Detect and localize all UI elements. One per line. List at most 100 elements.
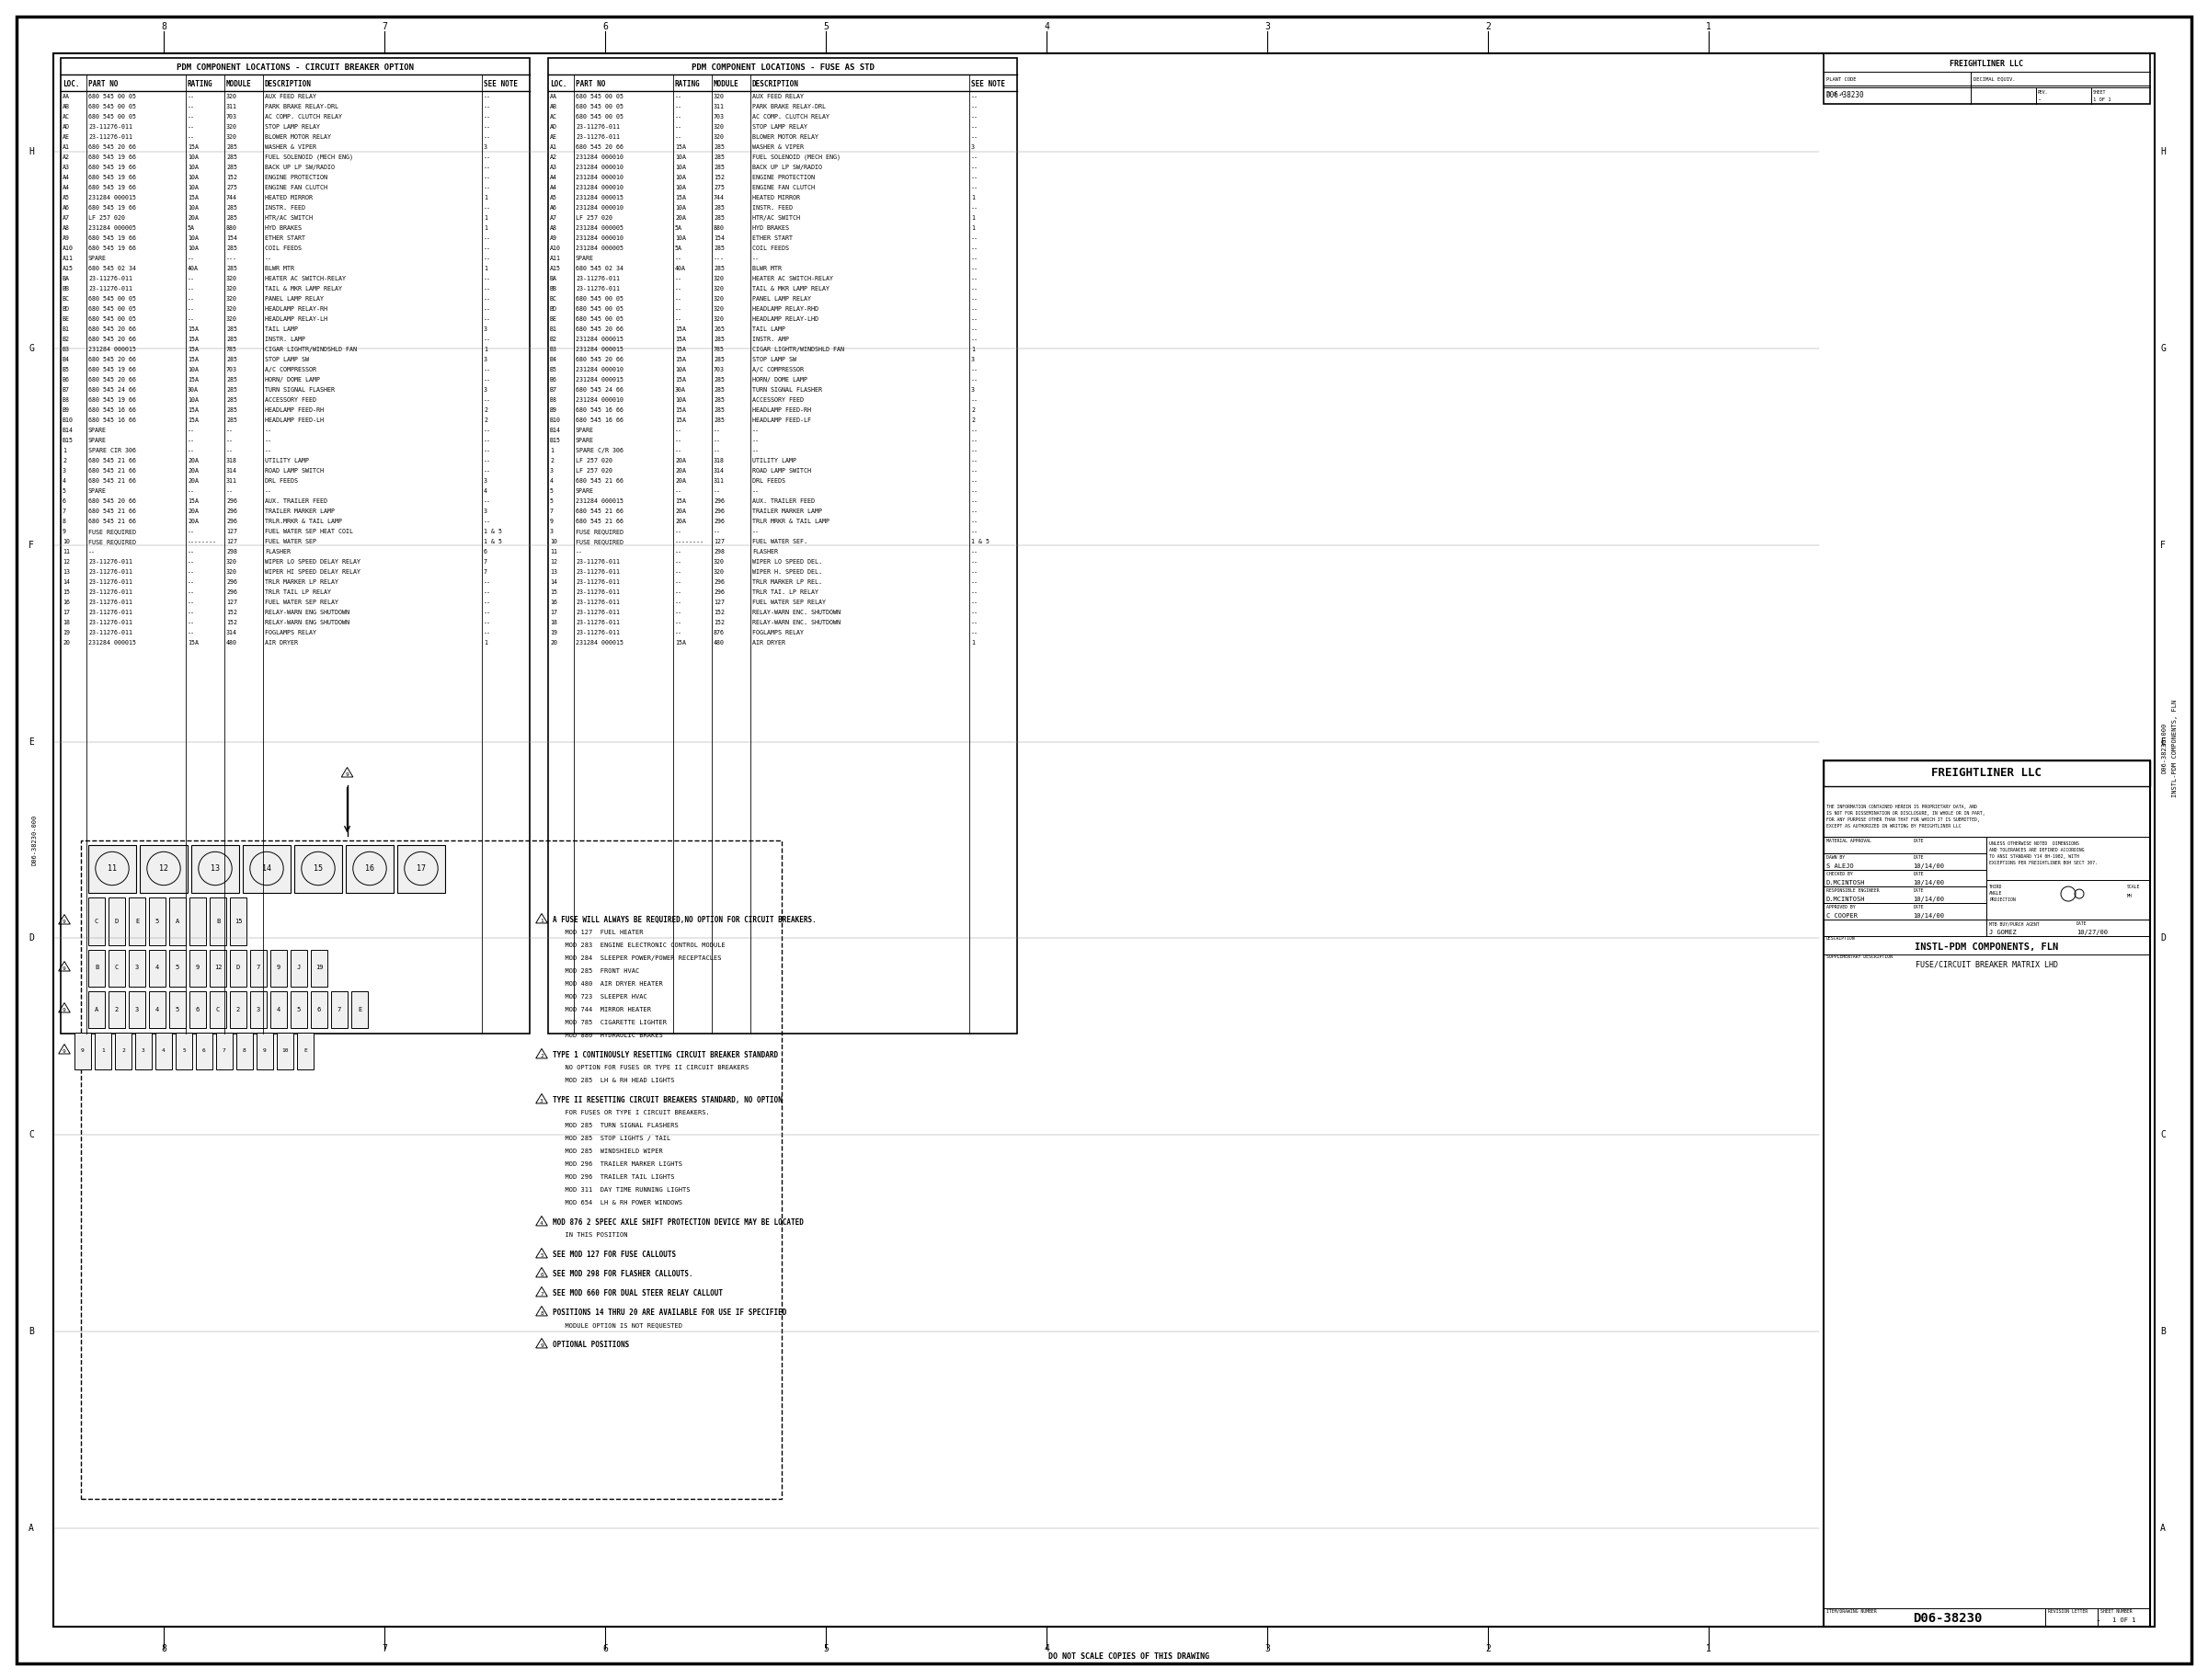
- Text: A7: A7: [550, 215, 556, 220]
- Text: 20A: 20A: [676, 459, 687, 464]
- Text: 275: 275: [713, 185, 724, 190]
- Text: FOGLAMPS RELAY: FOGLAMPS RELAY: [753, 630, 804, 635]
- Bar: [155, 1032, 172, 1068]
- Text: --: --: [972, 428, 978, 433]
- Text: 2: 2: [62, 459, 66, 464]
- Text: 231284 000010: 231284 000010: [576, 396, 623, 403]
- Text: 320: 320: [225, 570, 236, 575]
- Text: 680 545 21 66: 680 545 21 66: [576, 479, 623, 484]
- Text: --: --: [972, 205, 978, 210]
- Bar: [190, 897, 205, 944]
- Text: DRL FEEDS: DRL FEEDS: [753, 479, 786, 484]
- Text: --: --: [972, 306, 978, 312]
- Text: 285: 285: [713, 155, 724, 160]
- Text: 703: 703: [713, 114, 724, 119]
- Text: --: --: [972, 580, 978, 585]
- Text: 23-11276-011: 23-11276-011: [576, 600, 620, 605]
- Bar: [1824, 54, 2151, 104]
- Text: 1: 1: [484, 640, 488, 645]
- Text: FOR FUSES OR TYPE I CIRCUIT BREAKERS.: FOR FUSES OR TYPE I CIRCUIT BREAKERS.: [556, 1110, 709, 1116]
- Text: 231284 000015: 231284 000015: [88, 640, 137, 645]
- Text: --: --: [188, 114, 194, 119]
- Text: B8: B8: [550, 396, 556, 403]
- Text: 3: 3: [1265, 22, 1270, 32]
- Text: 320: 320: [713, 276, 724, 281]
- Text: HORN/ DOME LAMP: HORN/ DOME LAMP: [265, 376, 320, 383]
- Text: FUSE/CIRCUIT BREAKER MATRIX LHD: FUSE/CIRCUIT BREAKER MATRIX LHD: [1917, 959, 2058, 968]
- Text: MOD 284  SLEEPER POWER/POWER RECEPTACLES: MOD 284 SLEEPER POWER/POWER RECEPTACLES: [556, 956, 722, 961]
- Text: --: --: [972, 296, 978, 302]
- Text: B5: B5: [62, 366, 71, 373]
- Text: B2: B2: [62, 336, 71, 343]
- Text: --: --: [972, 570, 978, 575]
- Text: D.MCINTOSH: D.MCINTOSH: [1826, 880, 1866, 885]
- Text: EXCEPTIONS PER FREIGHTLINER BOH SECT 307.: EXCEPTIONS PER FREIGHTLINER BOH SECT 307…: [1989, 860, 2098, 865]
- Text: 15A: 15A: [676, 336, 687, 343]
- Text: 285: 285: [713, 265, 724, 270]
- Text: --: --: [484, 114, 490, 119]
- Text: 8: 8: [161, 22, 166, 32]
- Text: 744: 744: [713, 195, 724, 200]
- Text: 10A: 10A: [676, 185, 687, 190]
- Text: --: --: [972, 124, 978, 129]
- Text: TRLR MARKER LP RELAY: TRLR MARKER LP RELAY: [265, 580, 338, 585]
- Text: 3: 3: [484, 509, 488, 514]
- Text: 152: 152: [225, 175, 236, 180]
- Text: 9: 9: [197, 964, 199, 971]
- Text: 2: 2: [115, 1006, 119, 1011]
- Text: 8: 8: [62, 519, 66, 524]
- Text: LF 257 020: LF 257 020: [576, 215, 612, 220]
- Bar: [88, 845, 137, 892]
- Text: 6: 6: [484, 549, 488, 554]
- Bar: [256, 1032, 274, 1068]
- Text: SEE MOD 660 FOR DUAL STEER RELAY CALLOUT: SEE MOD 660 FOR DUAL STEER RELAY CALLOUT: [552, 1289, 722, 1297]
- Text: NO OPTION FOR FUSES OR TYPE II CIRCUIT BREAKERS: NO OPTION FOR FUSES OR TYPE II CIRCUIT B…: [556, 1065, 749, 1070]
- Bar: [108, 949, 126, 986]
- Text: 10A: 10A: [188, 175, 199, 180]
- Text: 320: 320: [225, 134, 236, 139]
- Text: 320: 320: [713, 570, 724, 575]
- Text: 320: 320: [225, 316, 236, 323]
- Text: 15A: 15A: [188, 407, 199, 413]
- Text: --: --: [484, 245, 490, 250]
- Text: 11: 11: [108, 865, 117, 872]
- Text: 15A: 15A: [188, 336, 199, 343]
- Text: AUX. TRAILER FEED: AUX. TRAILER FEED: [265, 499, 327, 504]
- Text: A2: A2: [550, 155, 556, 160]
- Text: 10A: 10A: [188, 205, 199, 210]
- Text: FOR ANY PURPOSE OTHER THAN THAT FOR WHICH IT IS SUBMITTED,: FOR ANY PURPOSE OTHER THAN THAT FOR WHIC…: [1826, 816, 1981, 822]
- Text: MOD 654  LH & RH POWER WINDOWS: MOD 654 LH & RH POWER WINDOWS: [556, 1201, 682, 1206]
- Text: B3: B3: [62, 346, 71, 353]
- Text: ETHER START: ETHER START: [265, 235, 305, 240]
- Text: --------: --------: [676, 539, 704, 544]
- Text: A15: A15: [62, 265, 73, 270]
- Text: 12: 12: [159, 865, 168, 872]
- Text: 20A: 20A: [188, 459, 199, 464]
- Text: STOP LAMP RELAY: STOP LAMP RELAY: [265, 124, 320, 129]
- Text: 231284 000010: 231284 000010: [576, 205, 623, 210]
- Text: HEADLAMP RELAY-LHD: HEADLAMP RELAY-LHD: [753, 316, 819, 323]
- Text: SHEET: SHEET: [2093, 89, 2106, 94]
- Text: SHEET NUMBER: SHEET NUMBER: [2100, 1609, 2133, 1613]
- Text: 2: 2: [972, 417, 974, 423]
- Text: --: --: [88, 549, 95, 554]
- Text: 7: 7: [484, 570, 488, 575]
- Text: --: --: [188, 600, 194, 605]
- Bar: [230, 949, 247, 986]
- Text: H: H: [2159, 148, 2166, 156]
- Text: MOD 285  WINDSHIELD WIPER: MOD 285 WINDSHIELD WIPER: [556, 1149, 662, 1154]
- Text: 296: 296: [225, 580, 236, 585]
- Text: 703: 703: [225, 114, 236, 119]
- Text: 320: 320: [225, 276, 236, 281]
- Text: --: --: [484, 124, 490, 129]
- Text: A9: A9: [62, 235, 71, 240]
- Text: BLOWER MOTOR RELAY: BLOWER MOTOR RELAY: [265, 134, 331, 139]
- Text: 16: 16: [550, 600, 556, 605]
- Text: 20A: 20A: [188, 469, 199, 474]
- Text: 4: 4: [541, 1221, 543, 1226]
- Text: 1: 1: [972, 346, 974, 353]
- Text: 231284 000010: 231284 000010: [576, 366, 623, 373]
- Text: 5: 5: [296, 1006, 300, 1011]
- Text: 7: 7: [382, 22, 386, 32]
- Text: 285: 285: [713, 417, 724, 423]
